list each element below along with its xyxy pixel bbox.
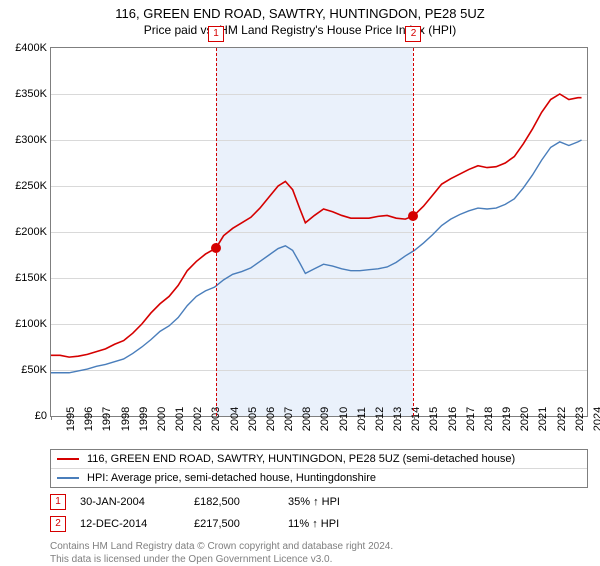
sale-badge-2: 2 — [50, 516, 66, 532]
y-tick-label: £0 — [35, 410, 47, 422]
y-tick-label: £400K — [15, 42, 47, 54]
sale-row-2: 2 12-DEC-2014 £217,500 11% ↑ HPI — [50, 516, 588, 532]
sale-price-1: £182,500 — [194, 496, 274, 508]
y-tick-label: £100K — [15, 318, 47, 330]
sale-date-1: 30-JAN-2004 — [80, 496, 180, 508]
legend-swatch-property — [57, 458, 79, 460]
sale-diff-1: 35% ↑ HPI — [288, 496, 408, 508]
legend-swatch-hpi — [57, 477, 79, 479]
footnote: Contains HM Land Registry data © Crown c… — [50, 540, 588, 566]
legend-label-hpi: HPI: Average price, semi-detached house,… — [87, 472, 376, 484]
chart-subtitle: Price paid vs. HM Land Registry's House … — [0, 23, 600, 37]
y-tick-label: £50K — [21, 364, 47, 376]
chart-title: 116, GREEN END ROAD, SAWTRY, HUNTINGDON,… — [0, 6, 600, 21]
sale-diff-2: 11% ↑ HPI — [288, 518, 408, 530]
legend-item-property: 116, GREEN END ROAD, SAWTRY, HUNTINGDON,… — [51, 450, 587, 468]
sale-date-2: 12-DEC-2014 — [80, 518, 180, 530]
y-tick-label: £350K — [15, 88, 47, 100]
chart-plot-area: £0£50K£100K£150K£200K£250K£300K£350K£400… — [50, 47, 588, 417]
sale-row-1: 1 30-JAN-2004 £182,500 35% ↑ HPI — [50, 494, 588, 510]
footnote-line-1: Contains HM Land Registry data © Crown c… — [50, 540, 588, 553]
y-tick-label: £300K — [15, 134, 47, 146]
y-tick-label: £150K — [15, 272, 47, 284]
chart-title-block: 116, GREEN END ROAD, SAWTRY, HUNTINGDON,… — [0, 0, 600, 41]
sale-price-2: £217,500 — [194, 518, 274, 530]
legend-label-property: 116, GREEN END ROAD, SAWTRY, HUNTINGDON,… — [87, 453, 515, 465]
chart-marker-badge: 1 — [208, 26, 224, 42]
legend-item-hpi: HPI: Average price, semi-detached house,… — [51, 468, 587, 487]
chart-legend: 116, GREEN END ROAD, SAWTRY, HUNTINGDON,… — [50, 449, 588, 488]
y-tick-label: £200K — [15, 226, 47, 238]
chart-marker-badge: 2 — [405, 26, 421, 42]
sale-badge-1: 1 — [50, 494, 66, 510]
y-tick-label: £250K — [15, 180, 47, 192]
